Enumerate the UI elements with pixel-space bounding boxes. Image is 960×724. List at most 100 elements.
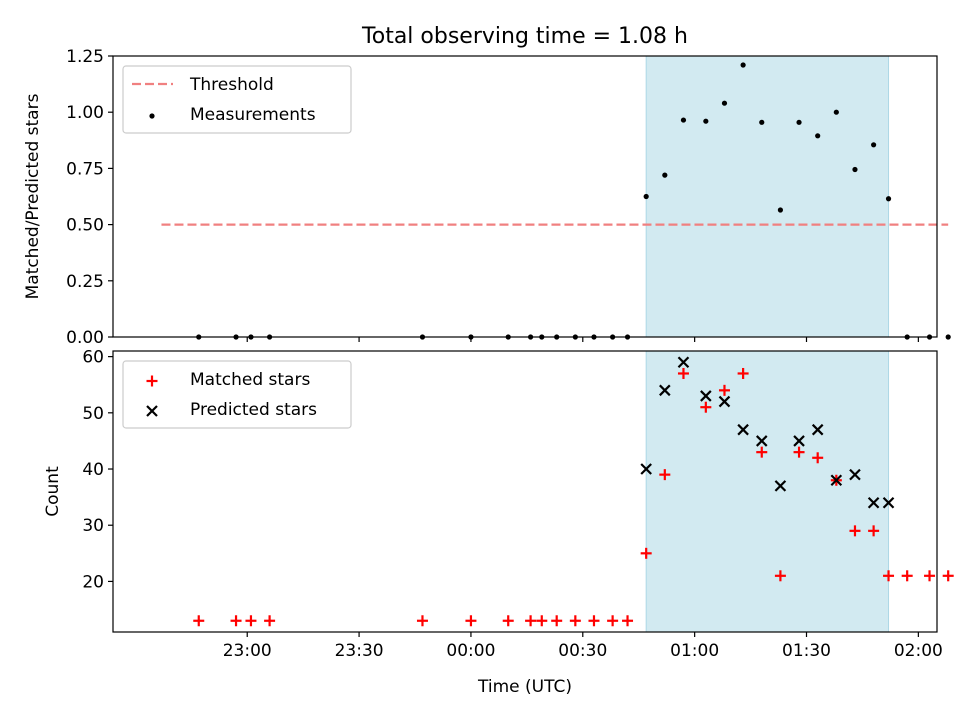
x-tick-label: 01:30 [782, 641, 831, 661]
matched-stars-point [812, 452, 824, 464]
matched-stars-point [536, 615, 548, 627]
y-axis-label: Matched/Predicted stars [23, 93, 43, 299]
x-tick-label: 23:00 [223, 641, 272, 661]
legend-box [122, 360, 352, 429]
x-tick-label: 02:00 [894, 641, 943, 661]
measurement-point [871, 142, 877, 148]
predicted-stars-point [867, 496, 880, 509]
y-tick-label: 50 [82, 404, 104, 424]
bottom-panel: 20 30 40 50 60 23:00 23:30 00:00 00:30 01:00 01:30… [43, 348, 954, 697]
matched-stars-point [264, 615, 276, 627]
measurement-point [796, 119, 802, 125]
y-tick-label: 1.00 [66, 103, 104, 123]
predicted-stars-point [882, 496, 895, 509]
matched-stars-point [551, 615, 563, 627]
measurement-point [777, 207, 784, 213]
legend-predicted-swatch [146, 405, 158, 417]
y-axis-label: Count [43, 466, 63, 517]
matched-stars-point [465, 615, 477, 627]
legend-label: Threshold [189, 75, 274, 95]
x-tick-label: 23:30 [335, 641, 384, 661]
matched-stars-point [640, 547, 652, 559]
measurement-point [662, 172, 668, 178]
matched-stars-point [502, 615, 514, 627]
legend-box [122, 65, 352, 134]
y-tick-label: 20 [82, 572, 104, 592]
x-axis-label: Time (UTC) [477, 677, 572, 697]
marker-stroke [640, 463, 652, 475]
legend-measurement-swatch [149, 113, 155, 119]
predicted-stars-point [659, 384, 671, 397]
matched-stars-point [849, 525, 861, 537]
marker-stroke [830, 474, 843, 487]
highlight-band [645, 55, 890, 338]
measurement-point [759, 119, 765, 125]
marker-stroke [677, 356, 690, 369]
marker-stroke [718, 395, 731, 408]
matched-stars-point [901, 570, 913, 582]
legend-label: Matched stars [190, 370, 310, 390]
matched-stars-point [868, 525, 880, 537]
matched-stars-point [416, 615, 428, 627]
matched-stars-point [588, 615, 600, 627]
marker-stroke [774, 480, 787, 492]
y-tick-label: 0.50 [66, 216, 104, 236]
marker-stroke [737, 423, 749, 436]
measurement-point [945, 334, 951, 340]
y-tick-label: 0.00 [66, 328, 104, 348]
matched-stars-point [230, 615, 242, 627]
legend-label: Measurements [190, 105, 316, 125]
axes-frame [112, 350, 938, 633]
matched-stars-point [677, 367, 689, 379]
measurement-point [721, 100, 728, 106]
y-tick-label: 60 [82, 348, 104, 368]
marker-stroke [146, 405, 158, 417]
matched-stars-point [700, 401, 712, 413]
y-tick-label: 0.25 [66, 272, 104, 292]
axes-frame [112, 55, 938, 338]
predicted-stars-point [677, 356, 690, 369]
y-tick-label: 40 [82, 460, 104, 480]
measurement-point [643, 193, 649, 200]
predicted-stars-point [700, 390, 712, 402]
marker-stroke [755, 435, 768, 447]
legend: Threshold Measurements [122, 65, 352, 134]
y-tick-label: 30 [82, 516, 104, 536]
predicted-stars-point [755, 435, 768, 447]
predicted-stars-point [830, 474, 843, 487]
predicted-stars-point [640, 463, 652, 475]
marker-stroke [867, 496, 880, 509]
y-tick-label: 1.25 [66, 47, 104, 67]
marker-stroke [849, 468, 861, 481]
marker-stroke [811, 423, 824, 436]
matched-stars-point [737, 367, 749, 379]
marker-stroke [793, 435, 805, 447]
predicted-stars-point [849, 468, 861, 481]
legend: Matched stars Predicted stars [122, 360, 352, 429]
matched-stars-point [756, 446, 768, 458]
matched-stars-point [525, 615, 537, 627]
matched-stars-point [659, 469, 671, 481]
x-tick-label: 00:00 [446, 641, 495, 661]
matched-stars-point [774, 570, 786, 582]
matched-stars-point [924, 570, 936, 582]
matched-stars-point [245, 615, 257, 627]
legend-label: Predicted stars [190, 400, 317, 420]
x-tick-label: 00:30 [558, 641, 607, 661]
matched-stars-point [622, 615, 634, 627]
matched-stars-point [569, 615, 581, 627]
matched-stars-point [883, 570, 895, 582]
measurement-point [680, 117, 687, 123]
y-tick-label: 0.75 [66, 159, 104, 179]
predicted-stars-point [718, 395, 731, 408]
measurement-point [833, 109, 839, 115]
predicted-stars-point [811, 423, 824, 436]
measurement-point [885, 196, 892, 202]
x-tick-label: 01:00 [670, 641, 719, 661]
marker-stroke [659, 384, 671, 397]
legend-matched-swatch [146, 375, 158, 387]
predicted-stars-point [737, 423, 749, 436]
matched-stars-point [607, 615, 619, 627]
highlight-band [645, 350, 890, 633]
